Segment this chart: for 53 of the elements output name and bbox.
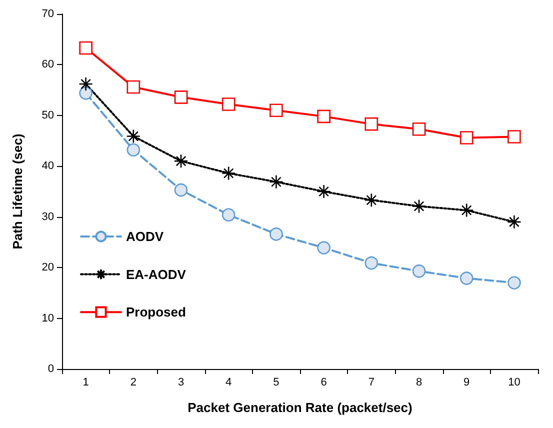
point — [79, 41, 92, 55]
point — [222, 98, 236, 111]
y-tick-label: 60 — [42, 58, 54, 71]
point — [459, 203, 474, 218]
point — [316, 184, 331, 199]
point — [364, 117, 378, 131]
y-tick-label: 40 — [42, 160, 54, 172]
x-tick-label: 3 — [178, 376, 184, 388]
point — [269, 174, 284, 190]
point — [78, 76, 93, 92]
point — [412, 199, 426, 214]
point — [126, 129, 141, 144]
point — [317, 241, 330, 254]
point — [126, 143, 140, 157]
y-tick-label: 70 — [42, 8, 54, 20]
y-tick-label: 10 — [42, 312, 54, 324]
point — [460, 131, 474, 144]
x-tick-label: 8 — [416, 376, 422, 388]
y-tick-label: 30 — [42, 210, 54, 223]
point — [460, 272, 474, 285]
point — [79, 86, 92, 100]
point — [221, 166, 236, 180]
x-tick-label: 6 — [320, 376, 327, 388]
point — [222, 208, 236, 222]
y-tick-label: 0 — [48, 363, 54, 375]
point — [508, 130, 521, 144]
y-tick-label: 50 — [42, 109, 54, 122]
point — [126, 80, 140, 94]
point — [412, 122, 426, 136]
x-axis-title: Packet Generation Rate (packet/sec) — [188, 400, 412, 415]
x-tick-label: 2 — [130, 376, 136, 388]
point — [270, 104, 283, 118]
x-tick-label: 9 — [464, 376, 470, 388]
y-axis-title: Path Lifetime (sec) — [10, 134, 25, 250]
legend-label: AODV — [126, 229, 164, 244]
x-tick-label: 5 — [273, 376, 280, 388]
legend-label: EA-AODV — [126, 266, 186, 282]
x-tick-label: 10 — [508, 376, 520, 388]
point — [364, 192, 379, 208]
point — [174, 183, 188, 197]
point — [317, 110, 330, 124]
y-tick-label: 20 — [42, 262, 54, 274]
point — [507, 214, 522, 230]
point — [174, 90, 188, 104]
point — [412, 264, 426, 278]
point — [174, 154, 188, 168]
x-tick-label: 1 — [82, 376, 89, 388]
point — [364, 256, 378, 270]
x-tick-label: 7 — [368, 376, 374, 388]
legend-label: Proposed — [126, 304, 186, 320]
point — [508, 276, 521, 290]
x-tick-label: 4 — [226, 376, 232, 388]
point — [270, 227, 283, 241]
